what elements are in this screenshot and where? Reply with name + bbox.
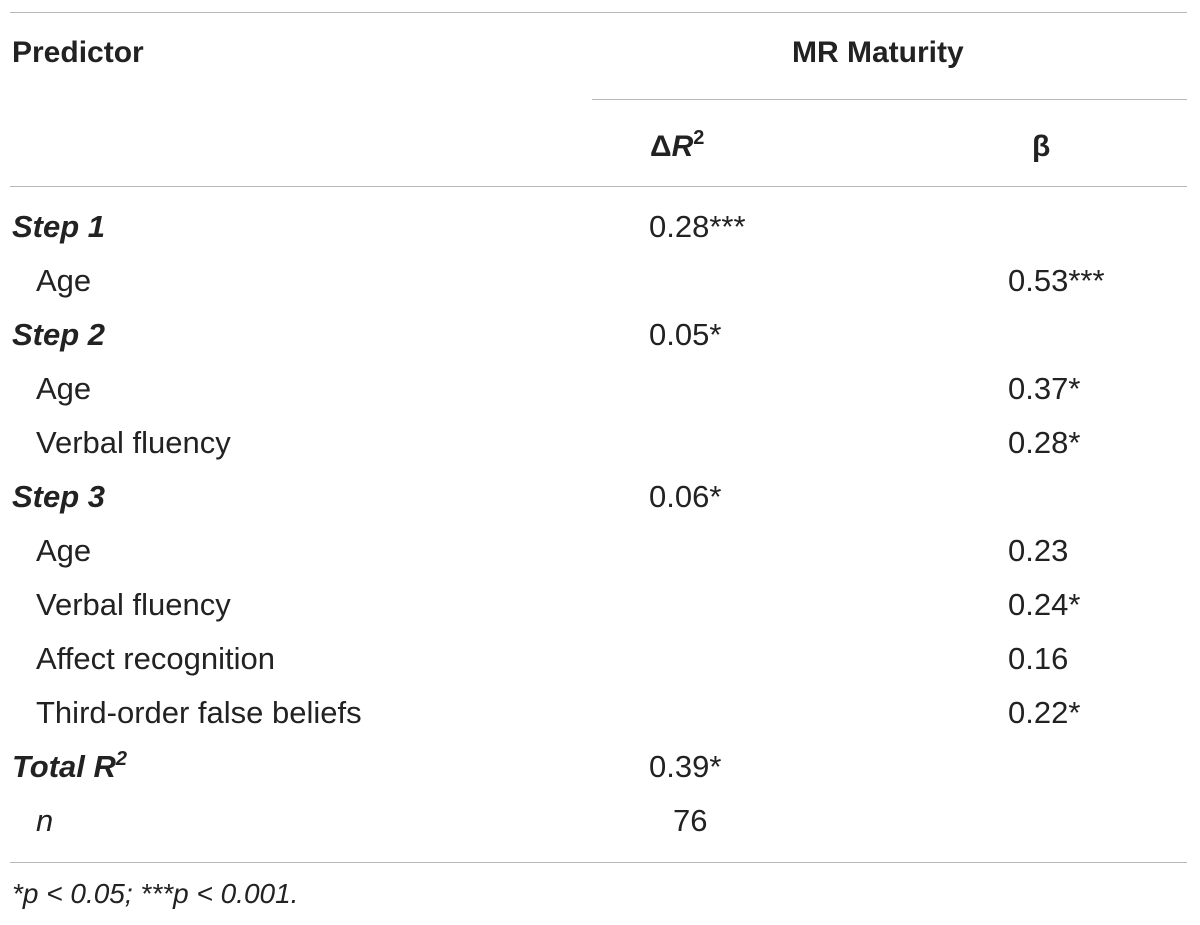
row-affect-beta: 0.16 — [1008, 641, 1069, 676]
row-total-r2-value: 0.39* — [649, 749, 722, 784]
row-age-1-beta: 0.53*** — [1008, 263, 1105, 298]
header-mr-maturity: MR Maturity — [792, 36, 964, 69]
table-top-rule — [10, 12, 1187, 13]
table-bottom-rule — [10, 862, 1187, 863]
header-bottom-rule — [10, 186, 1187, 187]
row-step-2-delta: 0.05* — [649, 317, 722, 352]
header-delta-r2: ΔR2 — [650, 127, 705, 163]
row-verbal-1-beta: 0.28* — [1008, 425, 1081, 460]
row-step-1-delta: 0.28*** — [649, 209, 746, 244]
row-step-2: Step 2 — [12, 317, 106, 352]
row-step-1: Step 1 — [12, 209, 106, 244]
row-third-order-beta: 0.22* — [1008, 695, 1081, 730]
row-age-3: Age — [36, 533, 92, 568]
row-n-value: 76 — [673, 803, 708, 838]
row-step-3-delta: 0.06* — [649, 479, 722, 514]
row-verbal-1: Verbal fluency — [36, 425, 231, 460]
footnote: *p < 0.05; ***p < 0.001. — [12, 878, 299, 909]
row-total-r2: Total R2 — [12, 748, 128, 784]
row-age-3-beta: 0.23 — [1008, 533, 1069, 568]
row-third-order: Third-order false beliefs — [36, 695, 362, 730]
header-beta: β — [1032, 130, 1051, 163]
group-underline — [592, 99, 1187, 100]
row-verbal-2: Verbal fluency — [36, 587, 231, 622]
row-age-1: Age — [36, 263, 92, 298]
row-step-3: Step 3 — [12, 479, 106, 514]
header-predictor: Predictor — [12, 36, 144, 69]
row-verbal-2-beta: 0.24* — [1008, 587, 1081, 622]
row-affect: Affect recognition — [36, 641, 275, 676]
row-age-2: Age — [36, 371, 92, 406]
row-n: n — [36, 803, 54, 838]
row-age-2-beta: 0.37* — [1008, 371, 1081, 406]
